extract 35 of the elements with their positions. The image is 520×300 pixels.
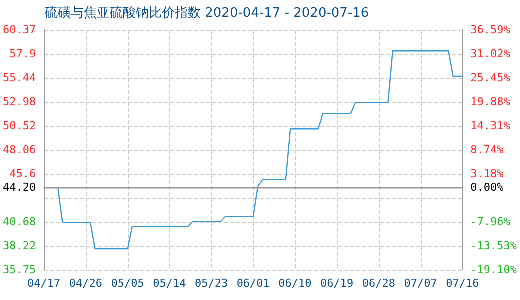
y2-tick-label: 36.59%	[470, 24, 511, 36]
line-series	[44, 50, 464, 250]
x-tick-label: 05/23	[194, 277, 228, 290]
x-tick-label: 06/19	[320, 277, 354, 290]
y-tick-label: 52.98	[2, 96, 36, 109]
y-tick-label: 38.22	[2, 239, 36, 252]
y2-tick-label: 8.74%	[470, 144, 504, 157]
x-tick-label: 06/28	[362, 277, 396, 290]
y-tick-label: 55.44	[2, 72, 36, 85]
y-tick-label: 48.06	[2, 144, 36, 156]
x-tick-label: 06/10	[278, 277, 312, 290]
y2-tick-label: 19.88%	[470, 96, 511, 109]
x-tick-label: 04/17	[28, 277, 61, 290]
y-tick-label: 45.6	[10, 167, 36, 180]
x-tick-label: 07/07	[404, 277, 438, 290]
y-tick-label: 50.52	[2, 120, 36, 133]
y2-tick-label: 25.45%	[470, 72, 511, 85]
y-tick-label: 57.9	[10, 48, 36, 61]
y-tick-label: 40.68	[2, 215, 36, 228]
y-tick-label: 60.37	[2, 24, 36, 36]
y2-tick-label: -7.96%	[470, 215, 511, 228]
y2-tick-label: 3.18%	[470, 167, 504, 180]
x-tick-label: 05/14	[153, 277, 187, 290]
x-tick-label: 07/16	[446, 277, 480, 290]
x-tick-label: 04/26	[69, 277, 103, 290]
x-tick-label: 05/05	[111, 277, 144, 290]
x-tick-label: 06/01	[236, 277, 270, 290]
y2-tick-label: 14.31%	[470, 120, 511, 133]
y2-tick-label: -19.10%	[470, 264, 518, 276]
y-tick-label: 35.75	[2, 264, 36, 276]
y2-tick-label: 31.02%	[470, 48, 511, 61]
y-tick-label: 44.20	[2, 181, 36, 194]
y2-tick-label: -13.53%	[470, 239, 518, 252]
chart-title: 硫磺与焦亚硫酸钠比价指数 2020-04-17 - 2020-07-16	[45, 6, 370, 21]
y2-tick-label: 0.00%	[470, 181, 504, 194]
